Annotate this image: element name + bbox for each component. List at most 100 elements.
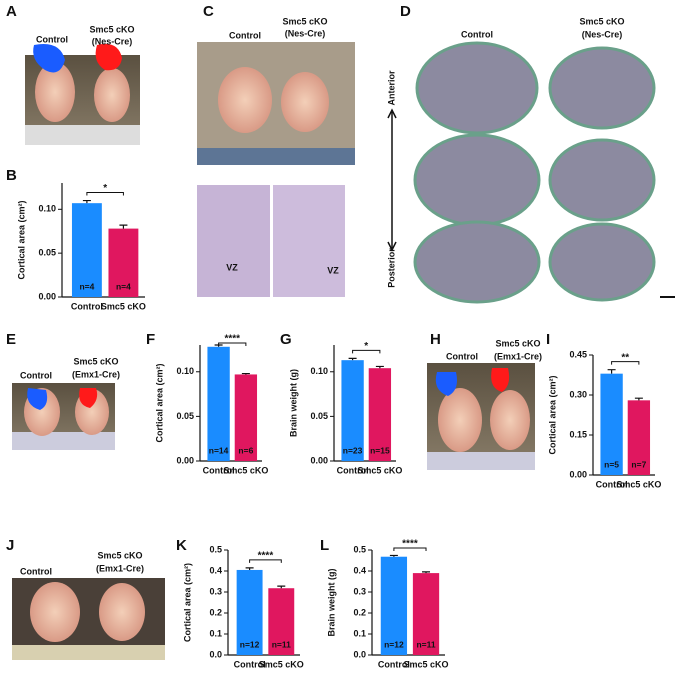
label: Control [36, 34, 68, 44]
brain [438, 388, 482, 452]
significance-bracket [218, 342, 247, 346]
bar [341, 360, 364, 461]
label: Smc5 cKO [579, 16, 624, 26]
y-tick-label: 0.0 [353, 649, 366, 659]
significance: * [364, 341, 368, 352]
cortex-outline [27, 388, 48, 410]
n-label: n=12 [240, 639, 260, 649]
bar [207, 346, 230, 461]
y-tick-label: 0.10 [38, 204, 56, 214]
x-tick-label: Smc5 cKO [259, 659, 304, 669]
error-bar [375, 365, 384, 369]
x-tick-label: Control [596, 479, 628, 489]
error-bar [607, 369, 616, 374]
bar [412, 573, 440, 655]
x-tick-label: Control [234, 659, 266, 669]
label: (Nes-Cre) [92, 36, 133, 46]
panel-letter: I [546, 331, 550, 348]
y-tick-label: 0.30 [569, 389, 587, 399]
x-tick-label: Control [337, 465, 369, 475]
y-tick-label: 0.00 [310, 455, 328, 465]
y-axis-label: Cortical area (cm²) [16, 200, 26, 279]
y-tick-label: 0.10 [176, 366, 194, 376]
y-tick-label: 0.00 [569, 469, 587, 479]
panel-letter: A [6, 3, 17, 20]
bar [380, 556, 408, 655]
ruler [427, 452, 535, 470]
panel-letter: D [400, 3, 411, 20]
error-bar [119, 224, 128, 229]
n-label: n=7 [631, 459, 646, 469]
label: Control [20, 566, 52, 576]
bar [627, 400, 651, 475]
x-tick-label: Control [378, 659, 410, 669]
panel-letter: H [430, 331, 441, 348]
arrow-heads [387, 108, 397, 252]
y-axis-label: Cortical area (cm²) [547, 375, 557, 454]
significance-bracket [393, 547, 427, 551]
panel-letter: B [6, 167, 17, 184]
n-label: n=4 [79, 281, 94, 291]
brain [99, 583, 145, 641]
cortex-outline [33, 44, 65, 73]
label: Posterior [386, 248, 396, 288]
bar [236, 569, 263, 655]
y-tick-label: 0.5 [209, 544, 222, 554]
n-label: n=12 [384, 639, 404, 649]
y-tick-label: 0.3 [353, 586, 366, 596]
error-bar [245, 567, 254, 570]
panel-letter: G [280, 331, 292, 348]
panel-letter: F [146, 331, 155, 348]
bar [268, 588, 295, 655]
y-tick-label: 0.4 [209, 565, 222, 575]
bar [600, 373, 623, 475]
n-label: n=6 [238, 445, 253, 455]
n-label: n=15 [370, 445, 390, 455]
label: Smc5 cKO [97, 550, 142, 560]
y-axis-label: Brain weight (g) [326, 569, 336, 637]
x-tick-label: Smc5 cKO [357, 465, 402, 475]
n-label: n=11 [272, 639, 291, 649]
y-tick-label: 0.0 [209, 649, 222, 659]
histology [197, 185, 270, 297]
panel-letter: C [203, 3, 214, 20]
error-bar [348, 357, 357, 361]
y-tick-label: 0.00 [176, 455, 194, 465]
brain [30, 582, 80, 642]
y-tick-label: 0.00 [38, 291, 56, 301]
label: Control [20, 370, 52, 380]
label: (Emx1-Cre) [96, 563, 144, 573]
label: VZ [226, 262, 238, 272]
error-bar [422, 571, 431, 574]
significance: **** [224, 334, 240, 345]
error-bar [277, 585, 286, 589]
label: (Emx1-Cre) [494, 351, 542, 361]
label: Control [461, 29, 493, 39]
ruler [12, 432, 115, 450]
y-tick-label: 0.15 [569, 429, 587, 439]
bar [71, 203, 102, 297]
sections [413, 41, 656, 304]
y-tick-label: 0.10 [310, 366, 328, 376]
brain [94, 68, 130, 122]
significance-bracket [249, 559, 282, 563]
n-label: n=5 [604, 459, 619, 469]
brain [281, 72, 329, 132]
y-tick-label: 0.45 [569, 349, 587, 359]
y-tick-label: 0.05 [176, 411, 194, 421]
error-bar [389, 554, 398, 557]
cortex-outline [79, 388, 98, 408]
x-tick-label: Smc5 cKO [404, 659, 449, 669]
x-tick-label: Smc5 cKO [616, 479, 661, 489]
label: Smc5 cKO [495, 338, 540, 348]
label: (Nes-Cre) [285, 28, 326, 38]
brain [35, 62, 75, 122]
panel-letter: E [6, 331, 16, 348]
panel-letter: J [6, 537, 14, 554]
error-bar [241, 372, 250, 375]
n-label: n=11 [416, 639, 435, 649]
y-tick-label: 0.4 [353, 565, 366, 575]
label: (Nes-Cre) [582, 29, 623, 39]
bar [108, 228, 139, 297]
